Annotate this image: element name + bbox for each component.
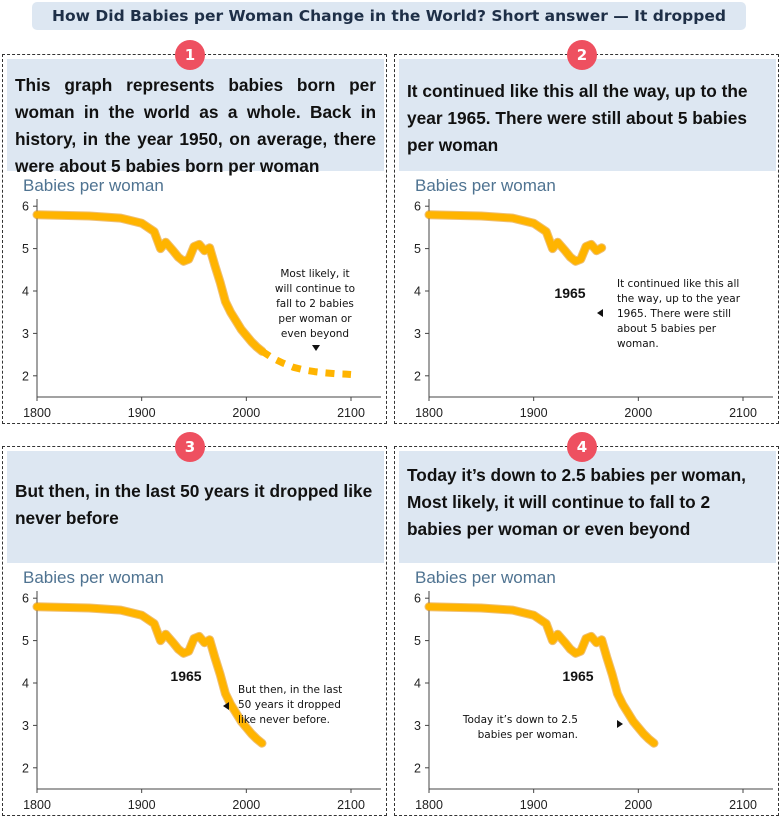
annotation-text: Most likely, it will continue to fall to 2…	[275, 268, 355, 340]
y-tick-label: 6	[414, 592, 421, 606]
x-tick-label: 2100	[729, 798, 757, 812]
series-line-shadow	[32, 602, 267, 748]
annotation-line: Today it’s down to 2.5	[462, 714, 578, 726]
y-axis-label: Babies per woman	[415, 568, 556, 587]
series-line-shadow	[32, 210, 267, 356]
y-tick-label: 2	[414, 369, 421, 383]
panel-2-text: It continued like this all the way, up t…	[399, 59, 776, 171]
x-tick-label: 1800	[23, 406, 51, 420]
x-tick-label: 2000	[624, 406, 652, 420]
chart-2: Babies per woman 2 3 4 5 6 1800 1900 2000 2100 196…	[395, 173, 778, 423]
x-tick-label: 2100	[729, 406, 757, 420]
annotation-line: babies per woman.	[478, 729, 578, 741]
x-tick-label: 2000	[232, 798, 260, 812]
chart-1-svg: Babies per woman 2 3 4 5 6 1800 1900 2000 2100 Mos…	[22, 176, 381, 420]
panel-1-text: This graph represents babies born per wo…	[7, 59, 384, 176]
chart-3: Babies per woman 2 3 4 5 6 1800 1900 2000 2100 196…	[3, 565, 386, 815]
annotation-text: Today it’s down to 2.5 babies per woman.	[462, 714, 578, 741]
x-tick-label: 2000	[232, 406, 260, 420]
y-tick-label: 4	[22, 285, 29, 299]
annotation-line: fall to 2 babies	[276, 298, 354, 310]
annotation-arrow	[312, 345, 320, 351]
annotation-text: It continued like this all the way, up to…	[617, 278, 741, 350]
year-label: 1965	[554, 285, 585, 301]
panel-2: 2 It continued like this all the way, up…	[394, 40, 779, 424]
y-tick-label: 3	[414, 719, 421, 733]
x-tick-label: 2100	[337, 798, 365, 812]
series-line-history	[33, 211, 266, 355]
panel-1: 1 This graph represents babies born per …	[2, 40, 387, 424]
annotation-line: per woman or	[278, 313, 352, 325]
step-badge-4: 4	[567, 432, 597, 462]
annotation-arrow	[597, 309, 603, 317]
annotation-line: It continued like this all	[617, 278, 739, 290]
panel-4-text: Today it’s down to 2.5 babies per woman,…	[399, 451, 776, 563]
x-tick-label: 1900	[520, 406, 548, 420]
step-badge-3: 3	[175, 432, 205, 462]
step-badge-1: 1	[175, 40, 205, 70]
y-tick-label: 5	[22, 242, 29, 256]
y-tick-label: 5	[22, 634, 29, 648]
chart-2-svg: Babies per woman 2 3 4 5 6 1800 1900 2000 2100 196…	[414, 176, 773, 420]
y-tick-label: 5	[414, 634, 421, 648]
annotation-line: 50 years it dropped	[238, 699, 341, 711]
panel-3: 3 But then, in the last 50 years it drop…	[2, 432, 387, 816]
chart-3-svg: Babies per woman 2 3 4 5 6 1800 1900 2000 2100 196…	[22, 568, 381, 812]
annotation-text: But then, in the last 50 years it dropped…	[238, 684, 342, 726]
y-tick-label: 2	[22, 761, 29, 775]
x-tick-label: 1900	[128, 798, 156, 812]
x-tick-label: 1900	[520, 798, 548, 812]
y-tick-label: 2	[22, 369, 29, 383]
x-tick-label: 1800	[415, 798, 443, 812]
year-label: 1965	[170, 668, 201, 684]
y-tick-label: 4	[414, 285, 421, 299]
x-tick-label: 1800	[23, 798, 51, 812]
y-tick-label: 4	[22, 677, 29, 691]
annotation-line: like never before.	[238, 714, 330, 726]
y-tick-label: 6	[22, 592, 29, 606]
annotation-line: will continue to	[275, 283, 355, 295]
y-tick-label: 3	[22, 327, 29, 341]
page-title: How Did Babies per Woman Change in the W…	[32, 2, 746, 30]
chart-4-svg: Babies per woman 2 3 4 5 6 1800 1900 2000 2100 196…	[414, 568, 773, 812]
y-axis-label: Babies per woman	[23, 176, 164, 195]
panel-3-text: But then, in the last 50 years it droppe…	[7, 451, 384, 563]
annotation-arrow	[617, 720, 623, 728]
chart-4: Babies per woman 2 3 4 5 6 1800 1900 2000 2100 196…	[395, 565, 778, 815]
annotation-arrow	[223, 702, 229, 710]
annotation-line: woman.	[617, 338, 659, 350]
annotation-line: Most likely, it	[280, 268, 349, 280]
y-axis-label: Babies per woman	[415, 176, 556, 195]
x-tick-label: 2100	[337, 406, 365, 420]
x-tick-label: 1800	[415, 406, 443, 420]
series-line-projection	[260, 348, 352, 378]
series-line-history	[33, 603, 266, 747]
y-tick-label: 6	[22, 200, 29, 214]
annotation-line: the way, up to the year	[617, 293, 741, 305]
y-tick-label: 5	[414, 242, 421, 256]
y-tick-label: 3	[414, 327, 421, 341]
y-tick-label: 6	[414, 200, 421, 214]
x-tick-label: 2000	[624, 798, 652, 812]
chart-1: Babies per woman 2 3 4 5 6 1800 1900 2000 2100 Mos…	[3, 173, 386, 423]
series-line-history	[425, 211, 606, 265]
annotation-line: about 5 babies per	[617, 323, 717, 335]
x-tick-label: 1900	[128, 406, 156, 420]
y-tick-label: 2	[414, 761, 421, 775]
annotation-line: even beyond	[281, 328, 349, 340]
y-tick-label: 3	[22, 719, 29, 733]
step-badge-2: 2	[567, 40, 597, 70]
year-label: 1965	[562, 668, 593, 684]
panel-4: 4 Today it’s down to 2.5 babies per woma…	[394, 432, 779, 816]
y-axis-label: Babies per woman	[23, 568, 164, 587]
annotation-line: But then, in the last	[238, 684, 342, 696]
y-tick-label: 4	[414, 677, 421, 691]
series-line-history	[425, 603, 658, 747]
annotation-line: 1965. There were still	[617, 308, 731, 320]
